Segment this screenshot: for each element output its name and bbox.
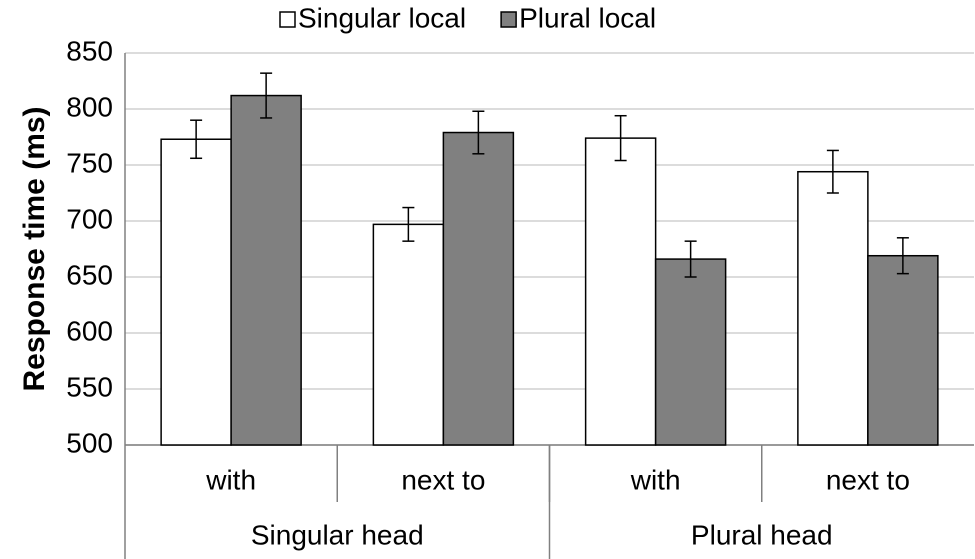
group-label: Singular head — [251, 519, 424, 550]
y-axis-title: Response time (ms) — [18, 106, 51, 391]
y-tick-label: 800 — [66, 91, 113, 122]
y-tick-label: 600 — [66, 315, 113, 346]
bar — [584, 137, 657, 446]
legend-swatch — [500, 11, 517, 28]
legend-label: Singular local — [298, 2, 466, 33]
bar — [867, 254, 939, 446]
bar — [160, 138, 232, 446]
bar — [797, 170, 869, 446]
y-tick-label: 700 — [66, 203, 113, 234]
error-bar — [684, 240, 697, 278]
bar — [372, 223, 445, 446]
error-bar — [260, 72, 273, 119]
y-tick-label: 650 — [66, 259, 113, 290]
y-tick-label: 500 — [66, 427, 113, 458]
x-tick-label: next to — [401, 464, 485, 495]
y-tick-label: 750 — [66, 147, 113, 178]
error-bar — [614, 114, 627, 162]
x-tick-label: with — [630, 464, 681, 495]
error-bar — [896, 237, 909, 275]
legend-swatch — [279, 11, 296, 28]
error-bar — [826, 149, 839, 194]
bar — [230, 94, 302, 446]
group-label: Plural head — [691, 519, 833, 550]
error-bar — [472, 110, 485, 155]
y-tick-label: 850 — [66, 35, 113, 66]
bar — [442, 131, 515, 446]
error-bar — [402, 206, 415, 242]
bar — [654, 258, 727, 446]
error-bar — [190, 119, 203, 160]
y-tick-label: 550 — [66, 371, 113, 402]
legend-label: Plural local — [519, 2, 656, 33]
x-tick-label: next to — [826, 464, 910, 495]
x-tick-label: with — [205, 464, 256, 495]
